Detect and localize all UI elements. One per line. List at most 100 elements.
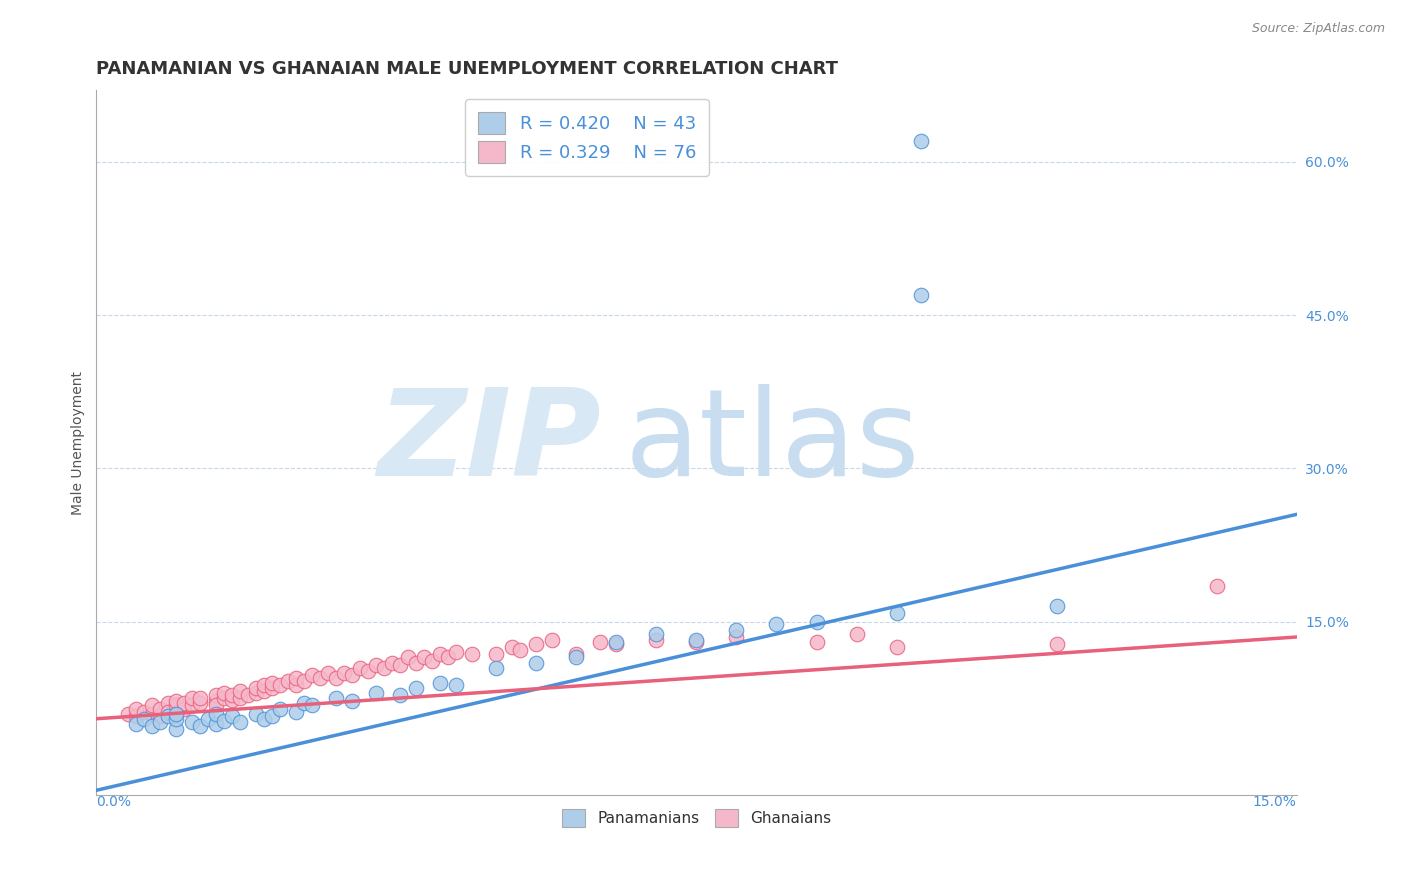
Point: [214, 686, 236, 700]
Point: [173, 701, 195, 715]
Point: [342, 668, 364, 682]
Text: 0.0%: 0.0%: [97, 796, 131, 809]
Point: [1045, 599, 1067, 614]
Point: [325, 691, 347, 706]
Point: [165, 706, 187, 721]
Point: [157, 708, 180, 723]
Point: [197, 712, 219, 726]
Point: [292, 697, 315, 711]
Point: [446, 645, 468, 659]
Point: [134, 705, 156, 719]
Point: [565, 648, 588, 662]
Point: [910, 134, 932, 148]
Point: [725, 623, 748, 637]
Point: [301, 668, 323, 682]
Point: [229, 714, 252, 729]
Point: [221, 708, 243, 723]
Point: [253, 684, 276, 698]
Point: [373, 660, 395, 674]
Point: [229, 684, 252, 698]
Point: [605, 637, 627, 651]
Point: [262, 681, 284, 695]
Point: [157, 697, 180, 711]
Point: [165, 712, 187, 726]
Point: [526, 637, 548, 651]
Point: [165, 694, 187, 708]
Point: [589, 635, 612, 649]
Point: [141, 698, 163, 713]
Point: [765, 616, 787, 631]
Point: [366, 686, 388, 700]
Point: [437, 650, 460, 665]
Point: [285, 705, 308, 719]
Point: [253, 712, 276, 726]
Point: [685, 635, 707, 649]
Point: [221, 688, 243, 702]
Point: [262, 676, 284, 690]
Point: [141, 719, 163, 733]
Point: [190, 719, 212, 733]
Point: [422, 653, 444, 667]
Point: [910, 287, 932, 301]
Point: [181, 698, 204, 713]
Point: [389, 657, 412, 672]
Point: [509, 643, 531, 657]
Point: [245, 681, 267, 695]
Point: [309, 671, 332, 685]
Point: [165, 722, 187, 736]
Point: [149, 708, 172, 723]
Text: atlas: atlas: [624, 384, 920, 501]
Point: [725, 630, 748, 644]
Y-axis label: Male Unemployment: Male Unemployment: [72, 371, 86, 515]
Point: [125, 708, 148, 723]
Text: Source: ZipAtlas.com: Source: ZipAtlas.com: [1251, 22, 1385, 36]
Point: [205, 717, 228, 731]
Point: [318, 665, 340, 680]
Point: [269, 678, 291, 692]
Text: PANAMANIAN VS GHANAIAN MALE UNEMPLOYMENT CORRELATION CHART: PANAMANIAN VS GHANAIAN MALE UNEMPLOYMENT…: [97, 60, 838, 78]
Point: [125, 717, 148, 731]
Point: [413, 650, 436, 665]
Point: [1205, 579, 1227, 593]
Point: [886, 607, 908, 621]
Point: [190, 691, 212, 706]
Point: [269, 701, 291, 715]
Point: [526, 656, 548, 670]
Point: [253, 678, 276, 692]
Point: [165, 698, 187, 713]
Point: [565, 650, 588, 665]
Point: [342, 694, 364, 708]
Point: [806, 635, 828, 649]
Point: [1045, 637, 1067, 651]
Text: 15.0%: 15.0%: [1253, 796, 1296, 809]
Point: [149, 714, 172, 729]
Point: [405, 681, 427, 695]
Point: [325, 671, 347, 685]
Point: [173, 697, 195, 711]
Point: [396, 650, 419, 665]
Point: [501, 640, 523, 655]
Point: [485, 660, 508, 674]
Point: [357, 664, 380, 678]
Point: [229, 691, 252, 706]
Point: [134, 712, 156, 726]
Point: [205, 688, 228, 702]
Point: [277, 673, 299, 688]
Point: [685, 633, 707, 648]
Point: [221, 693, 243, 707]
Point: [285, 678, 308, 692]
Point: [285, 671, 308, 685]
Point: [245, 706, 267, 721]
Point: [165, 706, 187, 721]
Point: [886, 640, 908, 655]
Point: [214, 714, 236, 728]
Point: [181, 691, 204, 706]
Point: [125, 701, 148, 715]
Point: [205, 698, 228, 713]
Point: [117, 706, 139, 721]
Point: [349, 660, 371, 674]
Point: [238, 688, 260, 702]
Legend: Panamanians, Ghanaians: Panamanians, Ghanaians: [555, 803, 837, 834]
Point: [806, 615, 828, 629]
Point: [429, 676, 451, 690]
